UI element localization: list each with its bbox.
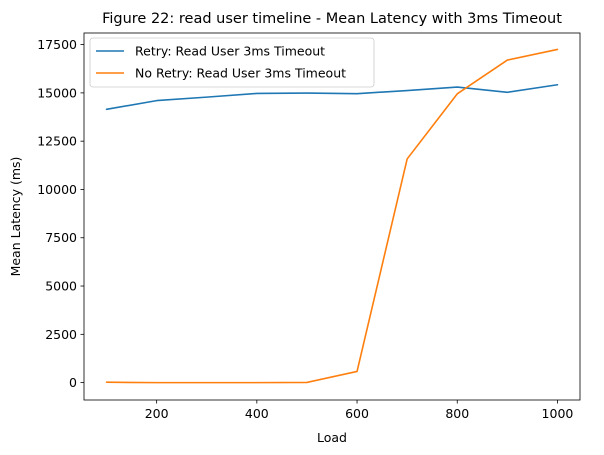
y-axis-label: Mean Latency (ms) [8, 157, 23, 277]
y-axis: 0 2500 5000 7500 10000 12500 15000 17500 [37, 37, 84, 390]
legend-label: No Retry: Read User 3ms Timeout [135, 66, 346, 81]
chart-title: Figure 22: read user timeline - Mean Lat… [102, 11, 562, 27]
y-tick-label: 7500 [45, 230, 77, 245]
y-tick-label: 5000 [45, 279, 77, 294]
x-tick-label: 200 [145, 406, 169, 421]
x-axis: 200 400 600 800 1000 [145, 400, 574, 421]
legend-box [89, 37, 375, 88]
y-tick-label: 17500 [37, 37, 77, 52]
y-tick-label: 15000 [37, 85, 77, 100]
y-tick-label: 0 [69, 375, 77, 390]
x-tick-label: 800 [445, 406, 469, 421]
series-layer [105, 48, 559, 384]
x-tick-label: 1000 [542, 406, 574, 421]
legend: Retry: Read User 3ms Timeout No Retry: Re… [89, 37, 375, 88]
series-line-2 [105, 48, 559, 384]
legend-label: Retry: Read User 3ms Timeout [135, 44, 325, 59]
y-tick-label: 12500 [37, 134, 77, 149]
plot-frame [83, 32, 581, 401]
y-tick-label: 10000 [37, 182, 77, 197]
series-line-1 [105, 83, 559, 111]
x-tick-label: 400 [245, 406, 269, 421]
x-tick-label: 600 [345, 406, 369, 421]
x-axis-label: Load [317, 430, 347, 445]
y-tick-label: 2500 [45, 327, 77, 342]
